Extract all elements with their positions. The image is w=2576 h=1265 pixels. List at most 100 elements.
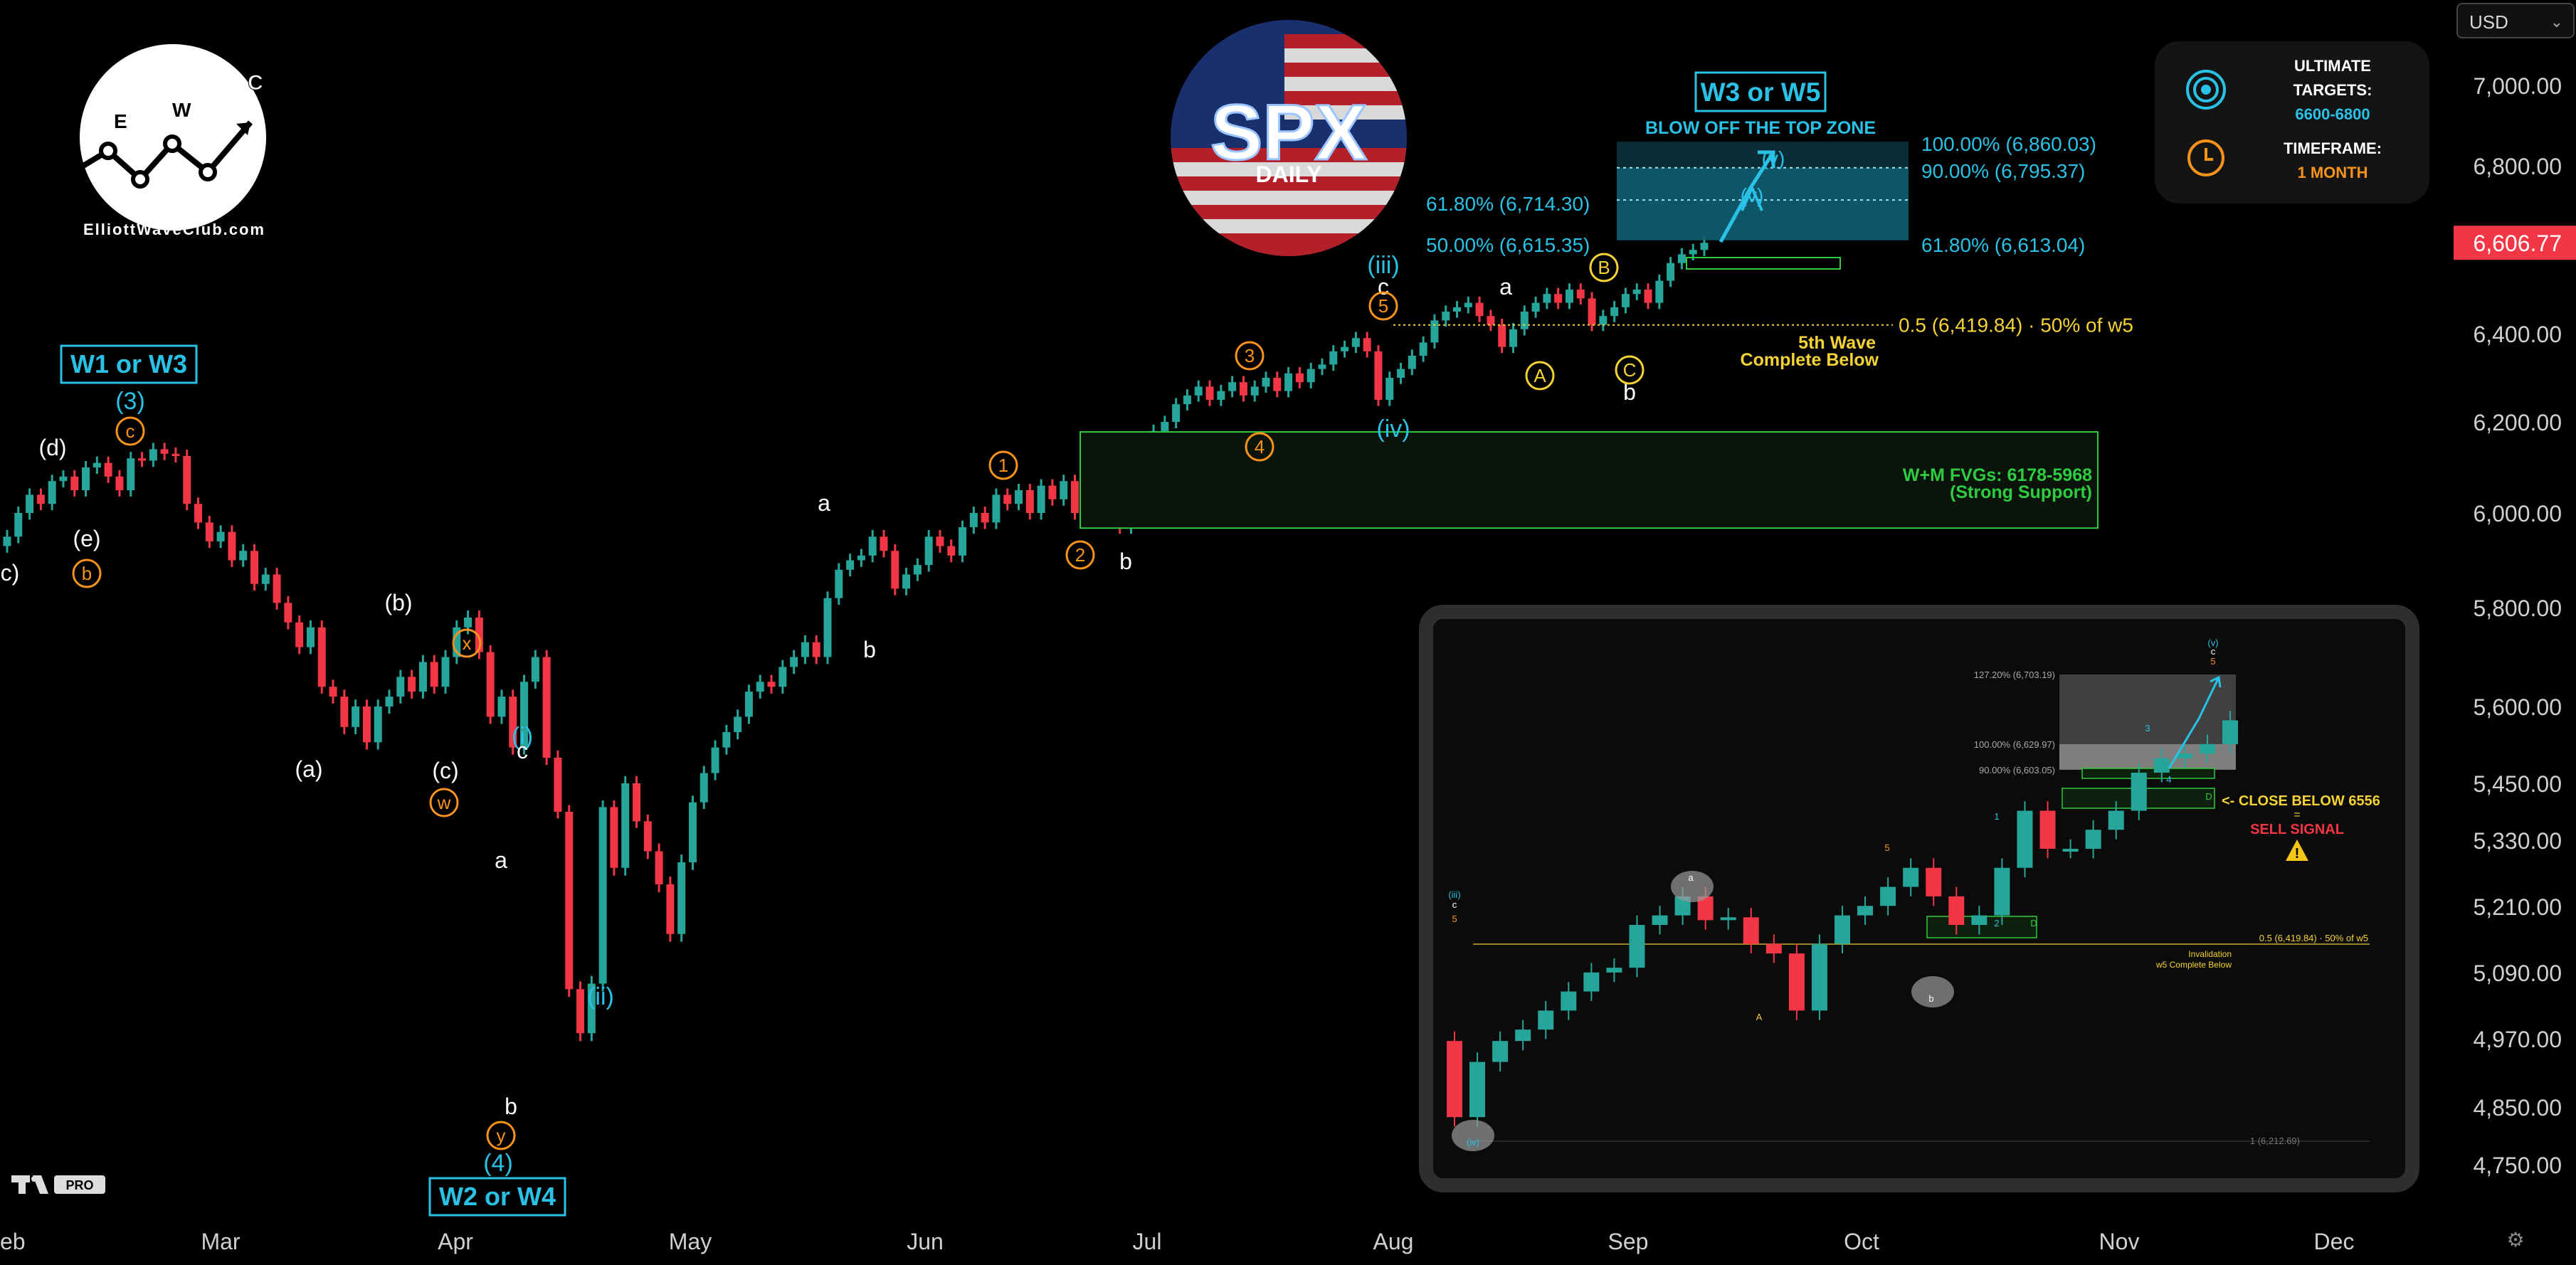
spx-text: SPX [1210, 89, 1367, 176]
y-tick-label: 4,970.00 [2473, 1027, 2562, 1052]
candle [587, 975, 596, 1042]
candle-body [992, 494, 1001, 523]
candle-body [1374, 351, 1383, 400]
candle-body [936, 536, 944, 546]
candle-body [913, 565, 922, 575]
currency-select[interactable]: USD ⌄ [2456, 3, 2575, 38]
inset-candle [1515, 1020, 1531, 1051]
candle-body [475, 617, 483, 652]
spx-sub-text: DAILY [1255, 162, 1321, 187]
candle-body [306, 627, 315, 647]
x-tick-label: Mar [201, 1229, 240, 1254]
candle [835, 563, 843, 605]
candle-body [104, 462, 112, 477]
candle [216, 525, 225, 549]
inset-candle-body [1538, 1010, 1554, 1030]
candle-body [598, 807, 607, 984]
wave-label-cyan: (i) [512, 723, 533, 750]
inset-candle [1971, 906, 1988, 935]
inset-candle-body [2085, 830, 2101, 849]
candle-body [1228, 382, 1237, 391]
tradingview-logo[interactable]: PRO [11, 1171, 111, 1197]
clock-icon [2187, 139, 2224, 176]
inset-candle-body [1515, 1030, 1531, 1042]
candle [744, 684, 753, 724]
wave-label-orange: 4 [1255, 436, 1265, 457]
candle [362, 699, 371, 750]
inset-candle-body [1561, 991, 1577, 1011]
inset-candle [2176, 743, 2192, 768]
candle-body [1262, 378, 1270, 387]
wave-label-orange: 1 [998, 455, 1008, 476]
candle-body [1700, 243, 1709, 250]
candle-body [1161, 422, 1169, 431]
wave-label-w3w5: W3 or W5 [1701, 78, 1821, 107]
site-name: ElliottWaveClub.com [83, 221, 265, 238]
last-price-label: 6,606.77 [2473, 231, 2562, 256]
gear-icon[interactable]: ⚙ [2506, 1229, 2525, 1251]
candle [520, 674, 529, 755]
candle-body [509, 697, 517, 748]
fib-label: 50.00% (6,615.35) [1426, 234, 1590, 256]
candle-body [1329, 351, 1338, 365]
wave-label-white: c [517, 738, 528, 763]
inset-candle-body [1469, 1062, 1486, 1118]
candle [408, 669, 416, 699]
candle [598, 800, 607, 992]
candle-body [902, 574, 911, 589]
inset-candle [1765, 934, 1782, 963]
inset-wave-label: 5 [1884, 842, 1889, 853]
inset-candle-body [1880, 886, 1896, 906]
candle [576, 981, 585, 1042]
wave-label-orange: w [437, 792, 451, 813]
candle-body [1060, 481, 1068, 499]
candle-body [1172, 404, 1181, 422]
currency-label: USD [2469, 11, 2508, 33]
candle [1217, 384, 1225, 406]
candle [655, 843, 663, 892]
candle [913, 558, 922, 581]
wave-label-white: a [818, 490, 830, 516]
y-tick-label: 6,800.00 [2473, 154, 2562, 179]
candle [374, 699, 382, 750]
candle [643, 815, 652, 859]
projection-arrow-head [1758, 150, 1775, 168]
candle-body [1070, 481, 1079, 513]
candle [823, 591, 832, 665]
candle-body [655, 851, 663, 884]
x-tick-label: Apr [438, 1229, 473, 1254]
wave-label-w1w3: W1 or W3 [70, 349, 187, 379]
candle [1610, 301, 1619, 322]
wave-label-cyan: (4) [483, 1150, 513, 1177]
inset-sell-signal: SELL SIGNAL [2250, 822, 2344, 837]
candle [1509, 323, 1517, 354]
candle-body [744, 692, 753, 717]
candle [295, 615, 304, 655]
candle [857, 549, 865, 567]
tradingview-logo-graphic: PRO [11, 1175, 105, 1194]
inset-candle [2085, 820, 2101, 859]
candle-body [183, 456, 191, 504]
candle-body [1588, 298, 1596, 325]
y-tick-label: 5,090.00 [2473, 960, 2562, 986]
candle-body [171, 453, 180, 456]
candle-body [205, 522, 213, 541]
candle [1060, 475, 1068, 506]
candle-body [70, 476, 79, 490]
wave-label-orange-ring [486, 1121, 516, 1150]
candle-body [1531, 302, 1540, 312]
inset-equals: = [2293, 809, 2300, 821]
candle-body [959, 526, 967, 556]
candle-body [1677, 254, 1686, 263]
candle-body [633, 783, 641, 822]
ewc-logo-graphic: E W C [70, 71, 263, 189]
candle-body [1341, 346, 1349, 351]
candle [633, 776, 641, 828]
wave-label-orange-ring [1235, 341, 1265, 371]
candle-body [464, 617, 473, 628]
main-candles [3, 237, 1709, 1042]
y-tick-label: 6,200.00 [2473, 410, 2562, 435]
candle [115, 470, 124, 497]
candle-body [374, 706, 382, 743]
wave-label-white: (b) [384, 590, 412, 615]
